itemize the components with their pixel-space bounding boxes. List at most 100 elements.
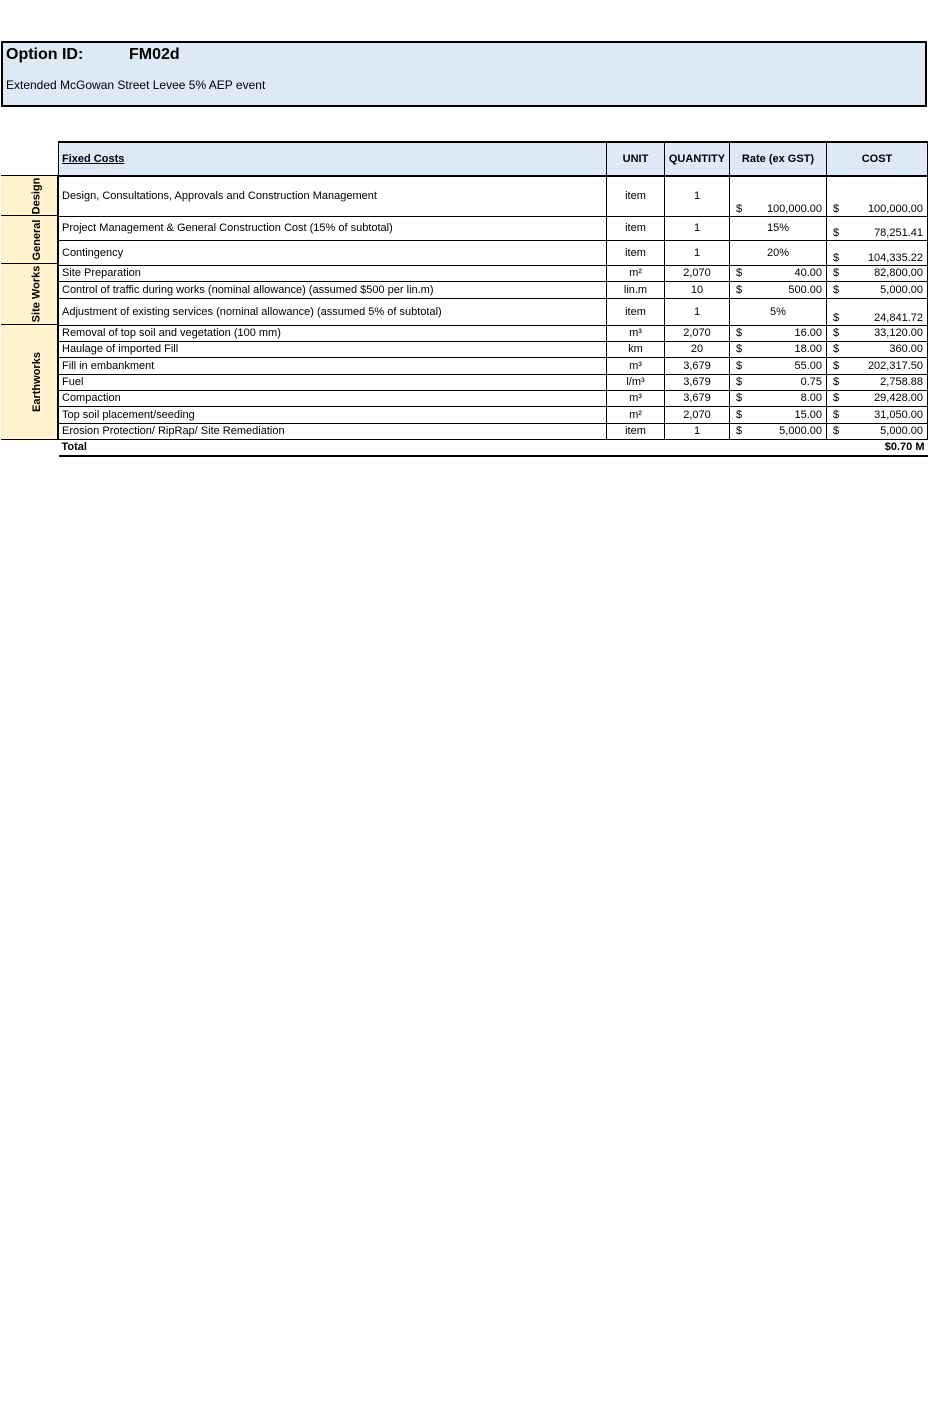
header-unit: UNIT <box>606 141 665 177</box>
currency-symbol: $ <box>833 343 840 355</box>
currency-symbol: $ <box>833 226 840 239</box>
currency-symbol: $ <box>833 359 840 372</box>
table-row: Control of traffic during works (nominal… <box>58 280 928 299</box>
category-site-works-label: Site Works <box>31 265 43 323</box>
rate-amount: 55.00 <box>794 359 822 372</box>
row-unit: item <box>606 175 665 217</box>
row-description: Project Management & General Constructio… <box>58 215 607 241</box>
row-description: Removal of top soil and vegetation (100 … <box>58 324 607 342</box>
row-description: Control of traffic during works (nominal… <box>58 280 607 299</box>
header-cost: COST <box>826 141 928 177</box>
rate-amount: 18.00 <box>794 343 822 355</box>
currency-symbol: $ <box>736 359 743 372</box>
row-quantity: 10 <box>664 280 730 299</box>
table-row: Project Management & General Constructio… <box>58 215 928 241</box>
row-unit: item <box>606 297 665 326</box>
row-cost: $33,120.00 <box>826 324 928 342</box>
table-row: Design, Consultations, Approvals and Con… <box>58 175 928 217</box>
row-rate: $0.75 <box>729 373 827 391</box>
table-row: Top soil placement/seeding m² 2,070 $15.… <box>58 405 928 424</box>
currency-symbol: $ <box>833 376 840 388</box>
cost-amount: 100,000.00 <box>867 202 923 215</box>
rate-amount: 40.00 <box>794 267 822 279</box>
table-row: Erosion Protection/ RipRap/ Site Remedia… <box>58 422 928 440</box>
row-rate: $8.00 <box>729 389 827 407</box>
total-spacer <box>664 439 730 457</box>
row-cost: $2,758.88 <box>826 373 928 391</box>
table-row: Removal of top soil and vegetation (100 … <box>58 324 928 342</box>
cost-amount: 5,000.00 <box>880 425 923 437</box>
row-cost: $100,000.00 <box>826 175 928 217</box>
table-row: Site Preparation m² 2,070 $40.00 $82,800… <box>58 264 928 282</box>
row-quantity: 2,070 <box>664 264 730 282</box>
row-quantity: 2,070 <box>664 405 730 424</box>
total-row: Total $0.70 M <box>58 439 928 457</box>
header-fixed-costs: Fixed Costs <box>58 141 607 177</box>
row-description: Erosion Protection/ RipRap/ Site Remedia… <box>58 422 607 440</box>
row-unit: l/m³ <box>606 373 665 391</box>
row-quantity: 1 <box>664 175 730 217</box>
total-spacer <box>729 439 827 457</box>
currency-symbol: $ <box>833 283 840 296</box>
currency-symbol: $ <box>833 408 840 421</box>
row-cost: $360.00 <box>826 340 928 358</box>
currency-symbol: $ <box>736 376 743 388</box>
table-header-row: Fixed Costs UNIT QUANTITY Rate (ex GST) … <box>58 141 928 177</box>
cost-amount: 33,120.00 <box>874 327 923 339</box>
category-design-label: Design <box>31 177 43 214</box>
cost-amount: 24,841.72 <box>874 311 923 324</box>
row-quantity: 3,679 <box>664 373 730 391</box>
total-value: $0.70 M <box>826 439 928 457</box>
row-description: Fill in embankment <box>58 356 607 375</box>
option-id-value: FM02d <box>129 46 180 63</box>
total-label: Total <box>58 439 607 457</box>
header-quantity: QUANTITY <box>664 141 730 177</box>
row-cost: $31,050.00 <box>826 405 928 424</box>
row-cost: $202,317.50 <box>826 356 928 375</box>
row-rate: $40.00 <box>729 264 827 282</box>
option-id-label: Option ID: <box>6 46 84 63</box>
category-general: General <box>1 216 58 264</box>
currency-symbol: $ <box>833 251 840 264</box>
row-rate: 20% <box>729 239 827 266</box>
row-cost: $29,428.00 <box>826 389 928 407</box>
row-cost: $82,800.00 <box>826 264 928 282</box>
row-unit: lin.m <box>606 280 665 299</box>
currency-symbol: $ <box>736 202 743 215</box>
row-quantity: 3,679 <box>664 389 730 407</box>
option-description: Extended McGowan Street Levee 5% AEP eve… <box>6 78 266 92</box>
category-design: Design <box>1 175 58 216</box>
category-general-label: General <box>31 219 43 260</box>
row-quantity: 1 <box>664 215 730 241</box>
currency-symbol: $ <box>736 283 743 296</box>
row-description: Design, Consultations, Approvals and Con… <box>58 175 607 217</box>
currency-symbol: $ <box>736 392 743 404</box>
cost-amount: 78,251.41 <box>874 226 923 239</box>
row-unit: m³ <box>606 389 665 407</box>
row-cost: $5,000.00 <box>826 422 928 440</box>
row-quantity: 1 <box>664 422 730 440</box>
row-rate: $18.00 <box>729 340 827 358</box>
row-description: Contingency <box>58 239 607 266</box>
row-description: Site Preparation <box>58 264 607 282</box>
currency-symbol: $ <box>736 327 743 339</box>
row-quantity: 1 <box>664 239 730 266</box>
table-row: Adjustment of existing services (nominal… <box>58 297 928 326</box>
currency-symbol: $ <box>833 392 840 404</box>
table-row: Compaction m³ 3,679 $8.00 $29,428.00 <box>58 389 928 407</box>
cost-amount: 82,800.00 <box>874 267 923 279</box>
rate-amount: 100,000.00 <box>766 202 822 215</box>
row-cost: $24,841.72 <box>826 297 928 326</box>
row-description: Adjustment of existing services (nominal… <box>58 297 607 326</box>
row-rate: $5,000.00 <box>729 422 827 440</box>
row-description: Top soil placement/seeding <box>58 405 607 424</box>
row-unit: m³ <box>606 324 665 342</box>
row-quantity: 20 <box>664 340 730 358</box>
cost-amount: 202,317.50 <box>867 359 923 372</box>
currency-symbol: $ <box>736 267 743 279</box>
currency-symbol: $ <box>833 202 840 215</box>
row-unit: m² <box>606 264 665 282</box>
header-rate: Rate (ex GST) <box>729 141 827 177</box>
rate-amount: 8.00 <box>800 392 822 404</box>
currency-symbol: $ <box>736 408 743 421</box>
